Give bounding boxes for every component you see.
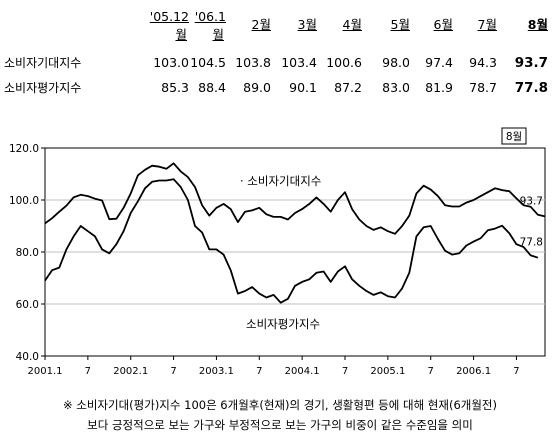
table-cell: 90.1	[289, 80, 317, 95]
column-header-suffix: 월	[212, 27, 224, 42]
table-cell: 94.3	[469, 55, 497, 70]
table-cell: 87.2	[334, 80, 362, 95]
x-tick-label: 7	[85, 366, 91, 377]
column-header: '06.1	[194, 9, 226, 24]
y-tick-label: 60.0	[16, 299, 39, 311]
x-tick-label: 2005.1	[370, 366, 405, 377]
column-header-suffix: 월	[175, 27, 187, 42]
series-line-expectation	[44, 162, 546, 235]
x-tick-label: 2006.1	[456, 366, 491, 377]
x-tick-label: 7	[256, 366, 262, 377]
row-label: 소비자평가지수	[4, 81, 82, 95]
series-name-label: · 소비자기대지수	[240, 174, 321, 188]
table-cell: 78.7	[469, 80, 497, 95]
footnote-line-2: 보다 긍정적으로 보는 가구와 부정적으로 보는 가구의 비중이 같은 수준임을…	[87, 418, 473, 432]
series-end-label: 93.7	[520, 195, 543, 207]
column-header: 3월	[297, 17, 317, 32]
column-header: 8월	[527, 17, 548, 32]
table-cell: 77.8	[514, 80, 548, 96]
y-tick-label: 120.0	[9, 143, 39, 155]
series-line-evaluation	[44, 178, 539, 304]
table-cell: 103.4	[281, 55, 317, 70]
column-header: 6월	[433, 17, 453, 32]
month-box-label: 8월	[506, 131, 522, 143]
table-cell: 103.8	[235, 55, 271, 70]
table-cell: 83.0	[382, 80, 410, 95]
table-cell: 89.0	[243, 80, 271, 95]
footnote-line-1: ※ 소비자기대(평가)지수 100은 6개월후(현재)의 경기, 생활형편 등에…	[62, 398, 497, 412]
x-tick-label: 7	[513, 366, 519, 377]
y-tick-label: 100.0	[9, 195, 39, 207]
table-cell: 103.0	[153, 55, 189, 70]
column-header: 2월	[251, 17, 271, 32]
table-cell: 93.7	[514, 55, 548, 71]
table-cell: 100.6	[326, 55, 362, 70]
series-end-label: 77.8	[520, 237, 543, 249]
row-label: 소비자기대지수	[4, 56, 82, 70]
table-cell: 98.0	[382, 55, 410, 70]
table-cell: 97.4	[425, 55, 453, 70]
column-header: '05.12	[149, 9, 189, 24]
y-tick-label: 40.0	[16, 351, 39, 363]
table-cell: 104.5	[190, 55, 226, 70]
table-cell: 88.4	[198, 80, 226, 95]
month-box	[501, 127, 527, 145]
column-header: 4월	[342, 17, 362, 32]
table-cell: 81.9	[425, 80, 453, 95]
table-cell: 85.3	[161, 80, 189, 95]
x-tick-label: 7	[428, 366, 434, 377]
x-tick-label: 2002.1	[113, 366, 148, 377]
y-tick-label: 80.0	[16, 247, 39, 259]
column-header: 5월	[390, 17, 410, 32]
series-name-label: 소비자평가지수	[246, 317, 320, 331]
column-header: 7월	[477, 17, 497, 32]
summary-table: '05.12 월 '06.1 월 2월 3월 4월 5월 6월 7월 8월 소비자기대지수 103.0…	[0, 0, 560, 110]
x-tick-label: 2004.1	[285, 366, 320, 377]
x-tick-label: 7	[342, 366, 348, 377]
line-chart: 120.0 100.0 80.0 60.0 40.0 2001.1 7 2002.1 7 2003…	[9, 127, 546, 377]
x-tick-label: 7	[170, 366, 176, 377]
x-tick-label: 2003.1	[199, 366, 234, 377]
x-tick-label: 2001.1	[28, 366, 63, 377]
